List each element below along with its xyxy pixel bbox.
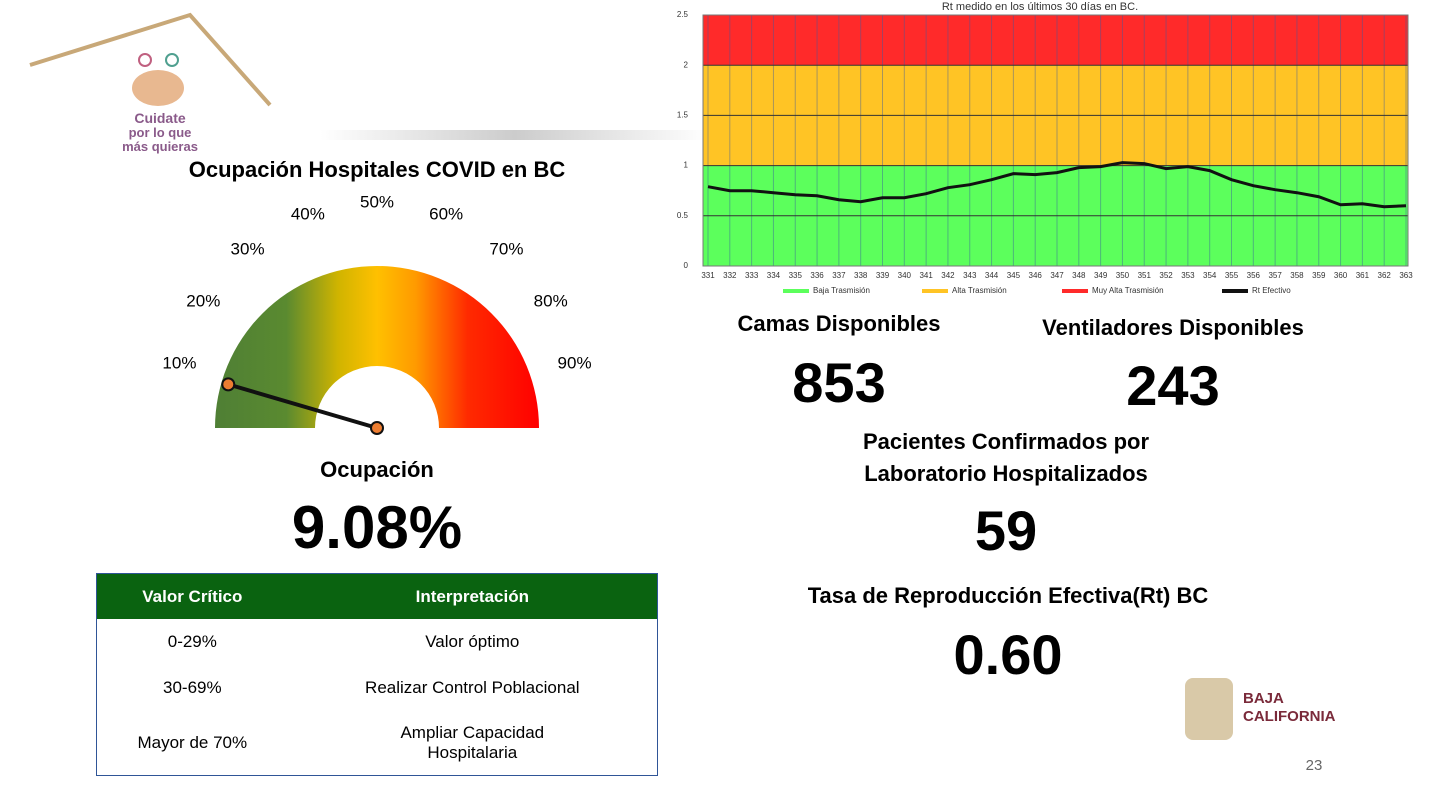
legend-label: Muy Alta Trasmisión: [1092, 286, 1164, 295]
logo-roof: [29, 12, 272, 107]
x-tick-label: 359: [1312, 271, 1326, 280]
x-tick-label: 350: [1116, 271, 1130, 280]
x-tick-label: 332: [723, 271, 737, 280]
x-tick-label: 351: [1138, 271, 1152, 280]
gauge-tick-label: 70%: [489, 239, 523, 258]
x-tick-label: 340: [898, 271, 912, 280]
needle-pivot: [370, 421, 384, 435]
y-tick-label: 2: [684, 60, 689, 69]
gauge-needle: [227, 382, 378, 430]
x-tick-label: 333: [745, 271, 759, 280]
gauge-tick-label: 40%: [291, 205, 325, 224]
x-tick-label: 355: [1225, 271, 1239, 280]
x-tick-label: 356: [1247, 271, 1261, 280]
gauge-tick-label: 20%: [186, 291, 220, 310]
table-cell: Valor óptimo: [425, 632, 520, 651]
table-cell: 0-29%: [167, 632, 217, 651]
x-tick-label: 348: [1072, 271, 1086, 280]
state-logo-text: CALIFORNIA: [1243, 708, 1336, 725]
logo-text: más quieras: [122, 139, 198, 154]
gauge-title: Ocupación Hospitales COVID en BC: [188, 157, 566, 182]
table-header: Valor Crítico: [96, 573, 288, 619]
y-tick-label: 2.5: [677, 10, 689, 19]
x-tick-label: 341: [919, 271, 933, 280]
x-tick-label: 352: [1159, 271, 1173, 280]
page-number: 23: [1306, 757, 1323, 774]
x-tick-label: 335: [789, 271, 803, 280]
x-tick-label: 346: [1029, 271, 1043, 280]
gauge-tick-label: 30%: [231, 239, 265, 258]
gauge-arc: [215, 266, 539, 428]
stat-label: Pacientes Confirmados por Laboratorio Ho…: [862, 429, 1150, 486]
stat-value: 59: [974, 499, 1038, 562]
stat-label: Tasa de Reproducción Efectiva(Rt) BC: [807, 583, 1209, 608]
stat-value: 243: [1126, 354, 1220, 417]
gauge-tick-label: 80%: [534, 291, 568, 310]
stat-value: 853: [792, 351, 886, 414]
logo-text: por lo que: [129, 125, 192, 140]
x-tick-label: 349: [1094, 271, 1108, 280]
x-tick-label: 361: [1356, 271, 1370, 280]
logo-text: Cuidate: [134, 110, 186, 126]
x-tick-label: 338: [854, 271, 868, 280]
table-cell: 30-69%: [163, 678, 222, 697]
x-tick-label: 363: [1399, 271, 1413, 280]
table-cell: Ampliar Capacidad Hospitalaria: [288, 711, 658, 776]
x-tick-label: 343: [963, 271, 977, 280]
y-tick-label: 1.5: [677, 111, 689, 120]
stat-label: Ventiladores Disponibles: [1042, 315, 1304, 340]
state-logo-text: BAJA: [1243, 690, 1284, 707]
plot-border: [702, 14, 1409, 267]
x-tick-label: 358: [1290, 271, 1304, 280]
gauge-label: Ocupación: [320, 457, 434, 482]
stat-value: 0.60: [953, 623, 1063, 686]
x-tick-label: 353: [1181, 271, 1195, 280]
needle-tip: [221, 377, 236, 392]
chart-title: Rt medido en los últimos 30 días en BC.: [942, 1, 1138, 13]
criteria-table: Valor Crítico Interpretación 0-29% Valor ó…: [96, 573, 658, 776]
logo-icon: [132, 70, 184, 106]
legend-label: Alta Trasmisión: [952, 286, 1007, 295]
x-tick-label: 339: [876, 271, 890, 280]
x-tick-label: 334: [767, 271, 781, 280]
x-tick-label: 337: [832, 271, 846, 280]
table-cell: Mayor de 70%: [137, 733, 248, 752]
gauge-tick-label: 90%: [558, 353, 592, 372]
x-tick-label: 357: [1268, 271, 1282, 280]
gauge-tick-label: 10%: [162, 353, 196, 372]
x-tick-label: 362: [1378, 271, 1392, 280]
x-tick-label: 336: [810, 271, 824, 280]
table-header: Interpretación: [287, 573, 658, 619]
table-cell-text: Ampliar Capacidad Hospitalaria: [400, 723, 545, 762]
x-tick-label: 360: [1334, 271, 1348, 280]
legend-label: Baja Trasmisión: [813, 286, 870, 295]
x-tick-label: 347: [1050, 271, 1064, 280]
y-tick-label: 0.5: [677, 211, 689, 220]
stat-label: Camas Disponibles: [737, 311, 941, 336]
x-tick-label: 354: [1203, 271, 1217, 280]
divider: [320, 130, 710, 140]
y-tick-label: 0: [684, 261, 689, 270]
y-tick-label: 1: [684, 161, 689, 170]
gauge-value: 9.08%: [291, 494, 463, 561]
table-cell: Realizar Control Poblacional: [365, 678, 580, 697]
x-tick-label: 345: [1007, 271, 1021, 280]
logo-icon: [138, 53, 152, 67]
band: [703, 15, 1408, 66]
logo-icon: [165, 53, 179, 67]
gauge-tick-label: 60%: [429, 205, 463, 224]
gauge-tick-label: 50%: [360, 192, 394, 211]
legend-label: Rt Efectivo: [1252, 286, 1291, 295]
x-tick-label: 331: [701, 271, 715, 280]
rt-line: [707, 161, 1407, 209]
x-tick-label: 342: [941, 271, 955, 280]
x-tick-label: 344: [985, 271, 999, 280]
state-shield: [1185, 678, 1233, 740]
